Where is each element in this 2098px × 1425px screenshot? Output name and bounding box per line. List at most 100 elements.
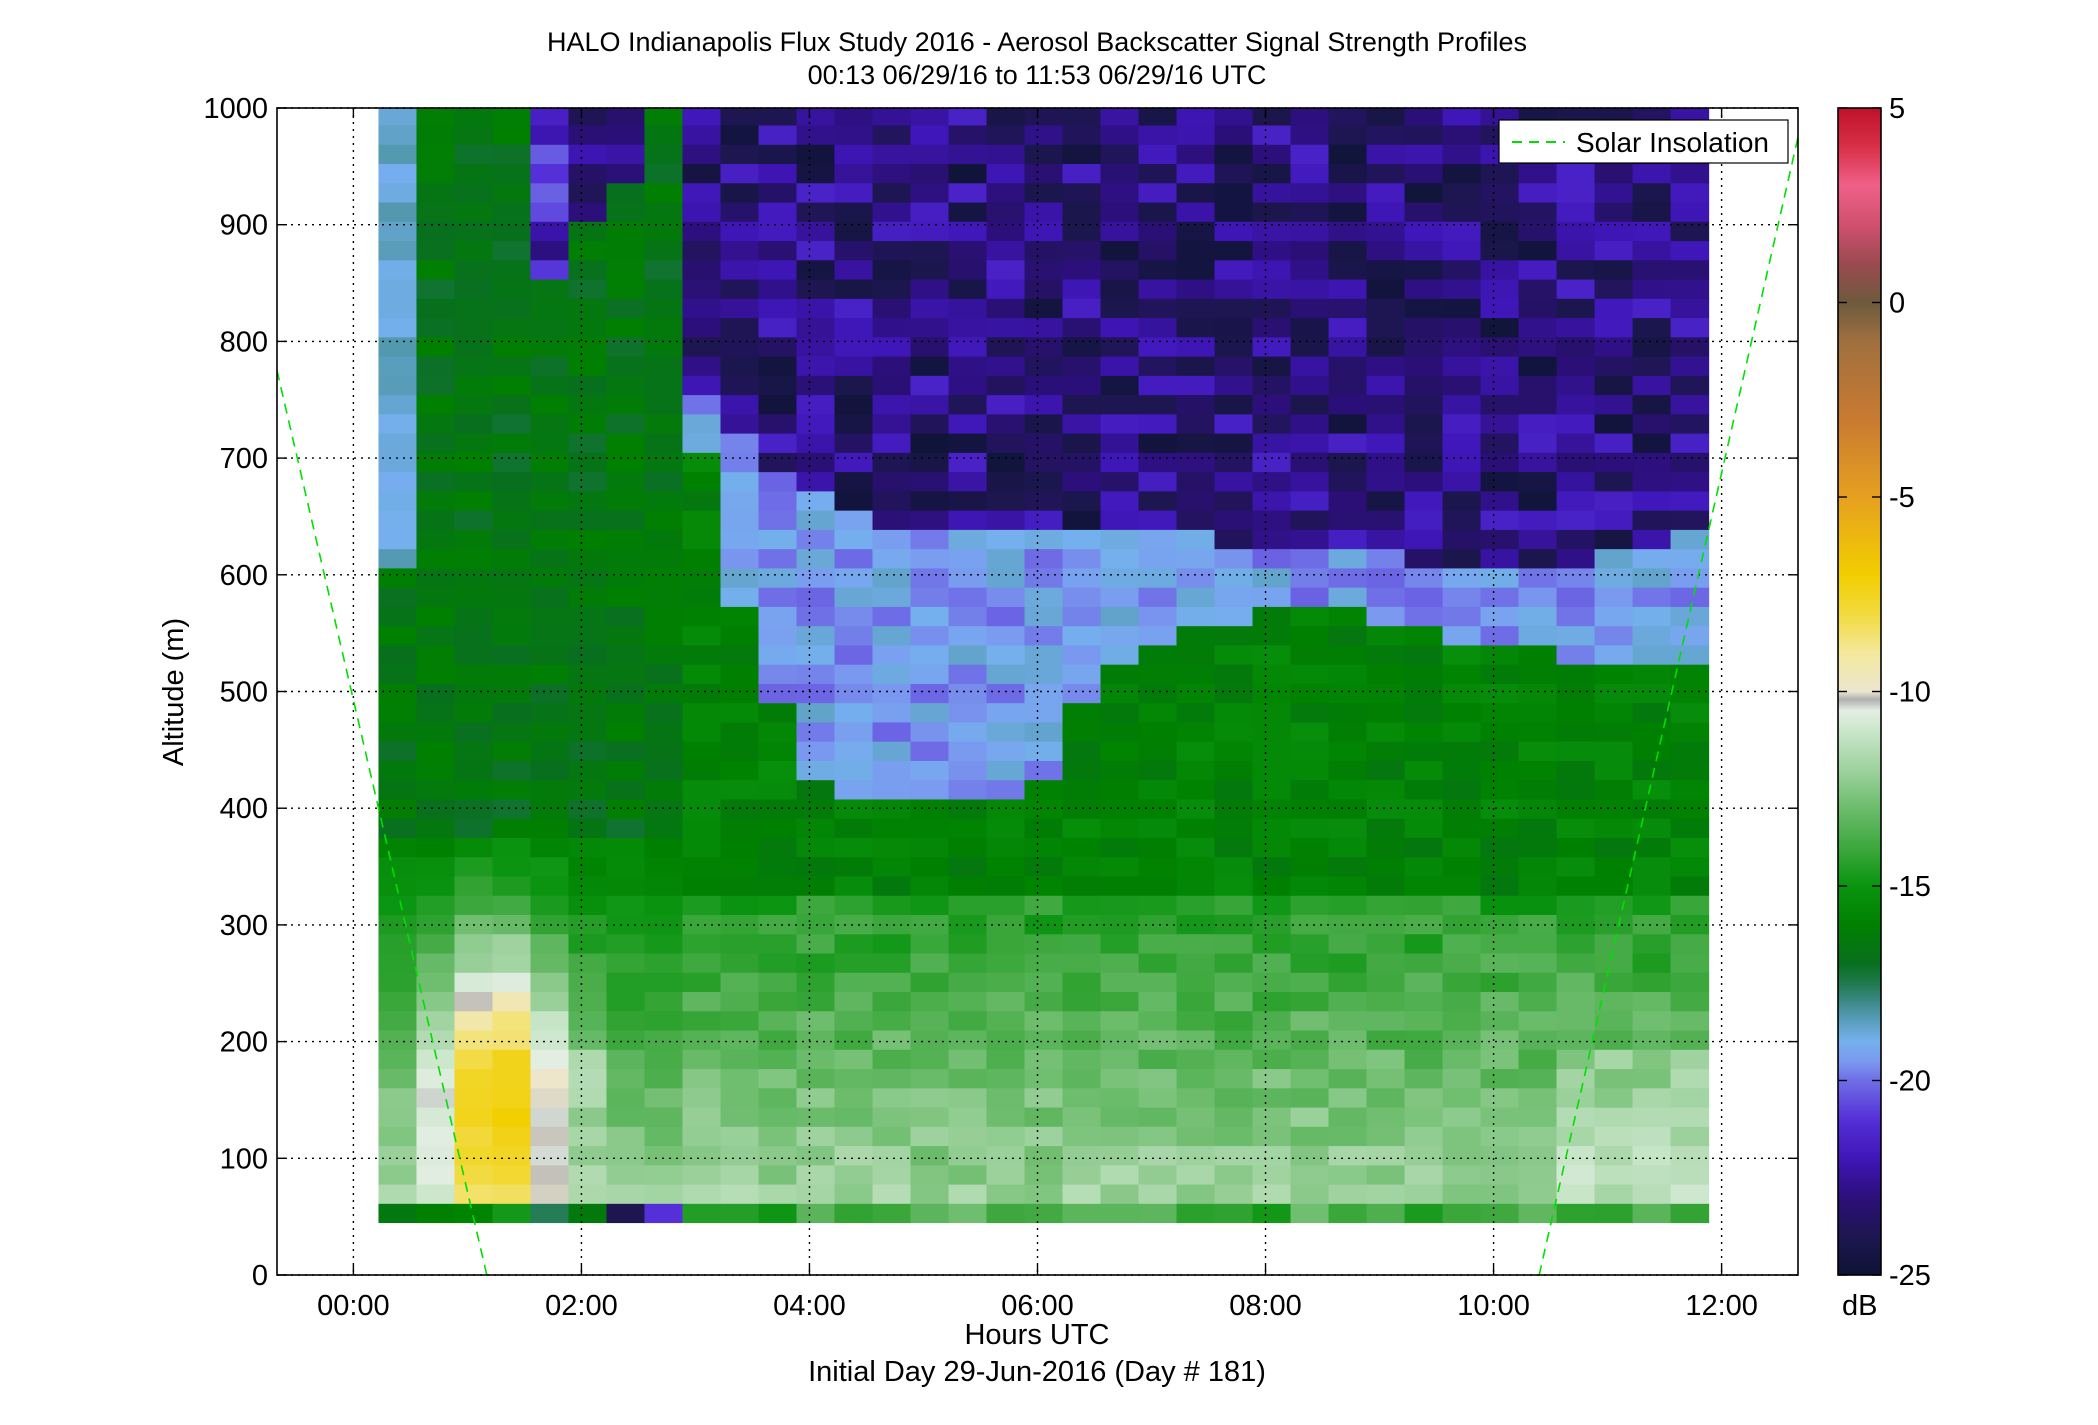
heatmap-cell bbox=[1100, 529, 1140, 550]
heatmap-cell bbox=[1252, 1029, 1292, 1050]
heatmap-cell bbox=[1480, 182, 1520, 203]
heatmap-cell bbox=[1138, 278, 1178, 299]
heatmap-cell bbox=[1328, 760, 1368, 781]
heatmap-cell bbox=[758, 664, 798, 684]
heatmap-cell bbox=[872, 952, 912, 973]
heatmap-cell bbox=[454, 1126, 494, 1147]
heatmap-cell bbox=[834, 567, 874, 588]
heatmap-cell bbox=[834, 433, 874, 453]
heatmap-cell bbox=[1366, 952, 1406, 973]
heatmap-cell bbox=[682, 875, 722, 896]
heatmap-cell bbox=[1290, 702, 1330, 723]
heatmap-cell bbox=[1594, 490, 1634, 511]
heatmap-cell bbox=[1024, 741, 1064, 761]
heatmap-cell bbox=[1404, 895, 1444, 915]
heatmap-cell bbox=[948, 317, 988, 338]
heatmap-cell bbox=[834, 471, 874, 492]
heatmap-cell bbox=[758, 683, 798, 704]
heatmap-cell bbox=[1480, 1068, 1520, 1089]
heatmap-cell bbox=[1214, 644, 1254, 665]
heatmap-cell bbox=[1024, 163, 1064, 184]
heatmap-cell bbox=[682, 375, 722, 396]
heatmap-cell bbox=[1214, 587, 1254, 607]
heatmap-cell bbox=[454, 510, 494, 530]
heatmap-cell bbox=[1138, 413, 1178, 434]
heatmap-cell bbox=[1214, 1010, 1254, 1031]
heatmap-cell bbox=[606, 336, 646, 357]
heatmap-cell bbox=[454, 144, 494, 165]
heatmap-cell bbox=[1024, 683, 1064, 704]
heatmap-cell bbox=[568, 317, 608, 338]
heatmap-cell bbox=[1290, 201, 1330, 222]
heatmap-cell bbox=[1480, 895, 1520, 915]
heatmap-cell bbox=[644, 182, 684, 203]
heatmap-cell bbox=[1594, 1183, 1634, 1204]
heatmap-cell bbox=[1404, 394, 1444, 415]
heatmap-cell bbox=[1138, 625, 1178, 646]
heatmap-cell bbox=[1024, 1049, 1064, 1070]
heatmap-cell bbox=[1404, 567, 1444, 588]
heatmap-cell bbox=[492, 1183, 532, 1204]
heatmap-cell bbox=[1670, 760, 1710, 781]
legend-solar-insolation-label: Solar Insolation bbox=[1576, 127, 1769, 158]
heatmap-cell bbox=[1100, 837, 1140, 858]
heatmap-cell bbox=[1366, 413, 1406, 434]
heatmap-cell bbox=[720, 1203, 760, 1224]
heatmap-cell bbox=[1290, 144, 1330, 165]
heatmap-cell bbox=[1442, 317, 1482, 338]
heatmap-cell bbox=[378, 452, 418, 473]
heatmap-cell bbox=[530, 567, 570, 588]
heatmap-cell bbox=[1442, 972, 1482, 993]
heatmap-cell bbox=[1328, 317, 1368, 338]
heatmap-cell bbox=[454, 529, 494, 550]
heatmap-cell bbox=[1062, 490, 1102, 511]
heatmap-cell bbox=[1214, 490, 1254, 511]
heatmap-cell bbox=[1328, 1029, 1368, 1050]
heatmap-cell bbox=[834, 895, 874, 915]
heatmap-cell bbox=[834, 452, 874, 473]
heatmap-cell bbox=[1556, 972, 1596, 993]
heatmap-cell bbox=[948, 452, 988, 473]
heatmap-cell bbox=[1632, 1183, 1672, 1204]
heatmap-cell bbox=[1328, 837, 1368, 858]
heatmap-cell bbox=[1290, 972, 1330, 993]
heatmap-cell bbox=[1518, 182, 1558, 203]
heatmap-cell bbox=[1024, 1087, 1064, 1108]
heatmap-cell bbox=[910, 1164, 950, 1185]
heatmap-cell bbox=[1176, 1106, 1216, 1127]
heatmap-cell bbox=[1404, 991, 1444, 1012]
heatmap-cell bbox=[1670, 163, 1710, 184]
heatmap-cell bbox=[1518, 1049, 1558, 1070]
heatmap-cell bbox=[1176, 182, 1216, 203]
heatmap-cell bbox=[1100, 760, 1140, 781]
heatmap-cell bbox=[378, 644, 418, 665]
heatmap-cell bbox=[834, 972, 874, 993]
heatmap-cell bbox=[1290, 625, 1330, 646]
heatmap-cell bbox=[758, 278, 798, 299]
heatmap-cell bbox=[1176, 317, 1216, 338]
heatmap-cell bbox=[568, 529, 608, 550]
x-axis-secondary-label: Initial Day 29-Jun-2016 (Day # 181) bbox=[808, 1356, 1266, 1388]
heatmap-cell bbox=[796, 355, 836, 376]
heatmap-cell bbox=[1328, 124, 1368, 145]
heatmap-cell bbox=[720, 336, 760, 357]
heatmap-cell bbox=[1442, 182, 1482, 203]
heatmap-cell bbox=[1328, 394, 1368, 415]
y-axis-label: Altitude (m) bbox=[158, 618, 190, 766]
heatmap-cell bbox=[758, 779, 798, 800]
heatmap-cell bbox=[1100, 317, 1140, 338]
heatmap-cell bbox=[1442, 1010, 1482, 1031]
heatmap-cell bbox=[1366, 452, 1406, 473]
heatmap-cell bbox=[492, 1106, 532, 1127]
heatmap-cell bbox=[644, 587, 684, 607]
heatmap-cell bbox=[416, 741, 456, 761]
heatmap-cell bbox=[796, 875, 836, 896]
heatmap-cell bbox=[416, 1145, 456, 1166]
heatmap-cell bbox=[1252, 856, 1292, 877]
heatmap-cell bbox=[416, 1049, 456, 1070]
heatmap-cell bbox=[910, 317, 950, 338]
heatmap-cell bbox=[872, 413, 912, 434]
heatmap-cell bbox=[454, 278, 494, 299]
heatmap-cell bbox=[872, 644, 912, 665]
